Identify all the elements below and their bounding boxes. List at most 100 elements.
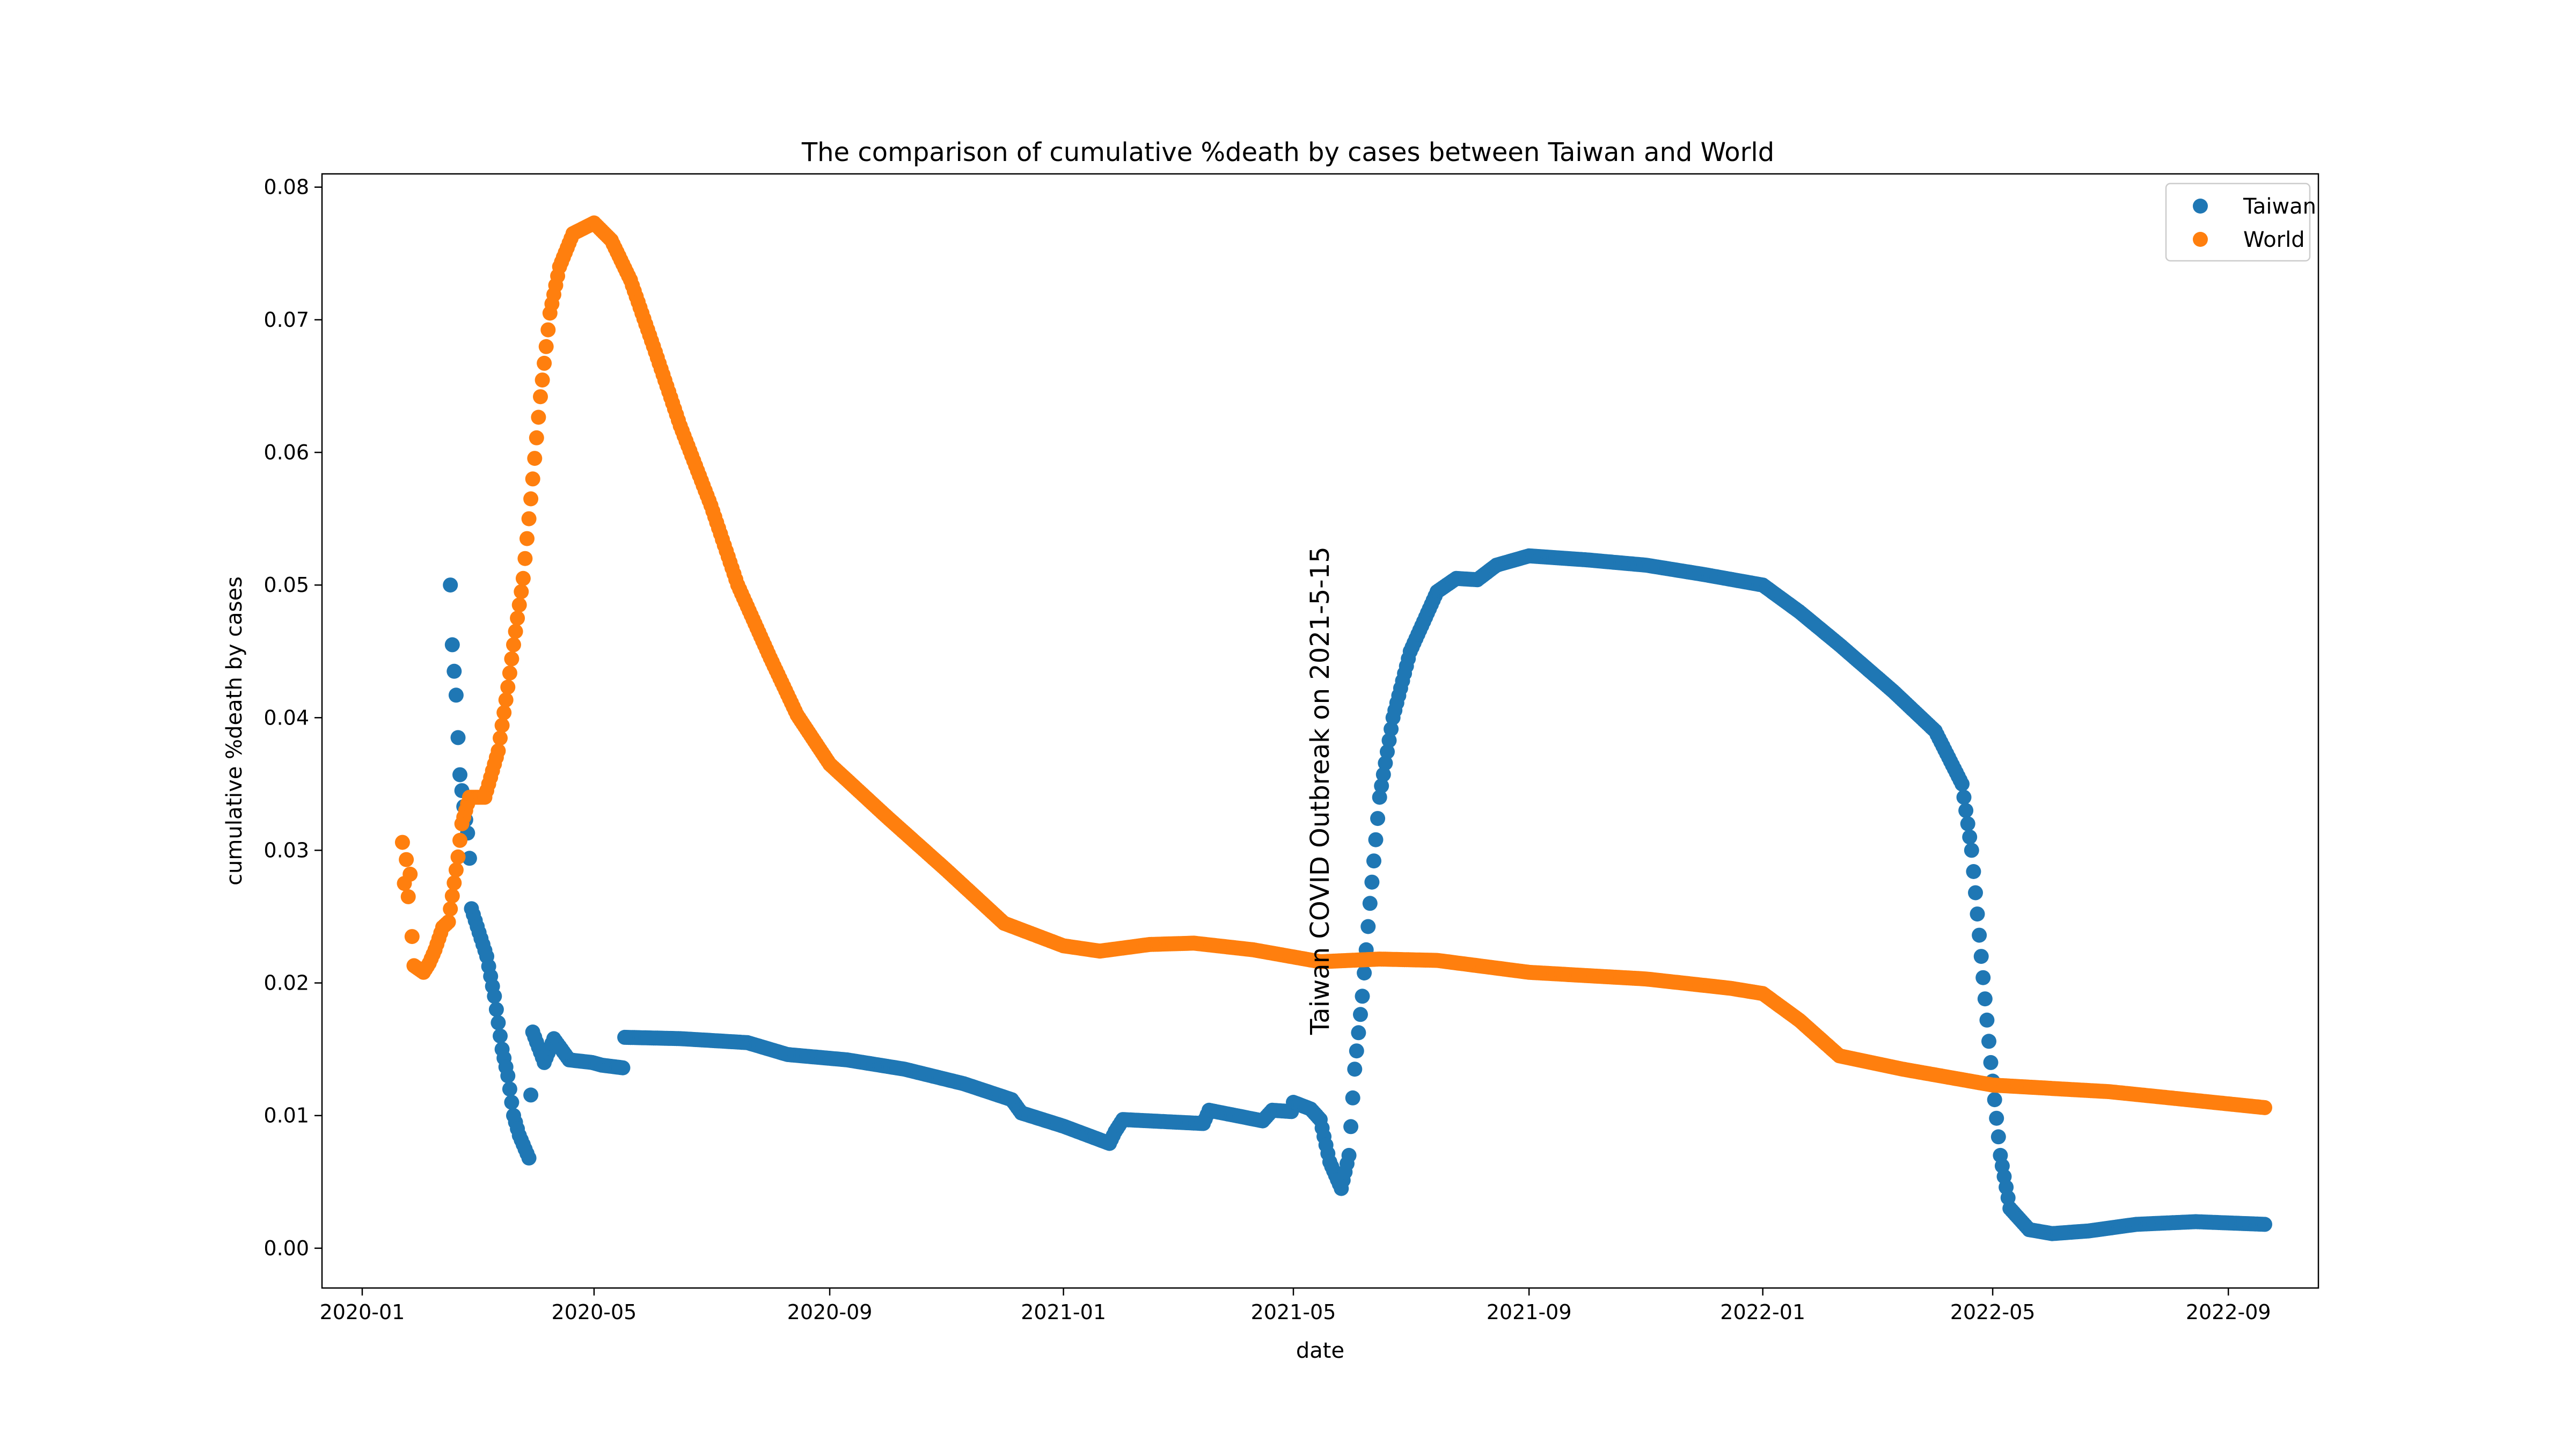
legend-label-world: World <box>2243 228 2305 252</box>
x-tick-label: 2020-01 <box>320 1300 405 1324</box>
world-point <box>2257 1100 2272 1115</box>
world-point <box>394 835 410 850</box>
world-point <box>531 409 546 425</box>
taiwan-point <box>615 1060 631 1075</box>
taiwan-point <box>1375 767 1391 782</box>
taiwan-point <box>1353 1007 1368 1022</box>
axes-frame <box>321 173 2319 1289</box>
legend-label-taiwan: Taiwan <box>2243 194 2316 219</box>
world-point <box>498 692 514 708</box>
x-tick-label: 2021-05 <box>1251 1300 1336 1324</box>
world-point <box>527 451 543 466</box>
world-point <box>537 355 552 371</box>
taiwan-point <box>448 687 464 703</box>
y-tick-label: 0.01 <box>264 1104 309 1128</box>
taiwan-point <box>1374 778 1389 794</box>
x-tick-label: 2020-05 <box>552 1300 637 1324</box>
taiwan-point <box>1966 864 1981 879</box>
world-point <box>517 551 533 566</box>
taiwan-point <box>1341 1147 1357 1163</box>
world-point <box>519 531 535 546</box>
world-point <box>500 679 516 695</box>
world-point <box>502 665 517 681</box>
world-point <box>514 584 529 599</box>
taiwan-point <box>491 1015 506 1030</box>
taiwan-point <box>1380 744 1395 759</box>
world-point <box>538 339 554 354</box>
taiwan-point <box>447 663 462 679</box>
taiwan-point <box>1366 853 1381 869</box>
taiwan-point <box>1955 776 1970 792</box>
taiwan-point <box>1979 1012 1995 1028</box>
taiwan-point <box>1381 733 1397 748</box>
legend: Taiwan World <box>2165 182 2316 262</box>
world-point <box>533 389 548 405</box>
taiwan-point <box>1990 1129 2006 1145</box>
taiwan-point <box>1960 816 1975 831</box>
world-point <box>450 849 466 865</box>
world-point <box>525 471 540 487</box>
world-point <box>491 743 506 759</box>
world-point <box>399 852 414 867</box>
taiwan-point <box>1378 756 1393 771</box>
taiwan-point <box>502 1081 517 1097</box>
world-point <box>508 624 523 639</box>
world-point <box>452 832 467 848</box>
taiwan-point <box>1360 919 1376 934</box>
taiwan-point <box>1355 989 1370 1004</box>
world-point <box>506 637 521 653</box>
y-tick-label: 0.05 <box>264 573 309 597</box>
world-point <box>540 322 556 338</box>
x-tick-label: 2022-05 <box>1950 1300 2036 1324</box>
taiwan-point <box>1370 811 1386 826</box>
taiwan-point <box>462 851 477 866</box>
world-point <box>523 491 539 507</box>
taiwan-point <box>1983 1055 1999 1070</box>
legend-marker-world <box>2193 232 2208 247</box>
taiwan-point <box>1368 832 1384 847</box>
taiwan-point <box>1372 789 1387 805</box>
taiwan-point <box>1958 803 1974 818</box>
taiwan-point <box>493 1028 508 1044</box>
taiwan-point <box>500 1068 516 1084</box>
y-tick-label: 0.03 <box>264 838 309 862</box>
taiwan-point <box>523 1087 539 1103</box>
x-axis-title: date <box>1296 1338 1344 1363</box>
taiwan-point <box>1968 885 1983 901</box>
taiwan-point <box>1975 970 1991 985</box>
legend-marker-taiwan <box>2193 199 2208 214</box>
world-point <box>515 570 531 586</box>
taiwan-point <box>521 1150 537 1166</box>
y-tick-label: 0.06 <box>264 441 309 464</box>
world-point <box>510 610 525 626</box>
world-point <box>441 914 456 930</box>
taiwan-point <box>1345 1090 1360 1106</box>
world-point <box>443 901 458 917</box>
taiwan-point <box>1351 1025 1366 1041</box>
taiwan-point <box>443 577 458 593</box>
world-point <box>494 718 510 733</box>
taiwan-point <box>1956 789 1972 805</box>
world-point <box>404 929 420 945</box>
taiwan-point <box>450 730 466 745</box>
taiwan-point <box>1343 1119 1359 1135</box>
y-tick-label: 0.02 <box>264 971 309 995</box>
taiwan-point <box>487 989 502 1004</box>
taiwan-point <box>1347 1062 1363 1077</box>
taiwan-point <box>452 767 467 782</box>
world-point <box>444 888 460 904</box>
x-tick-label: 2022-01 <box>1720 1300 1805 1324</box>
x-tick-label: 2020-09 <box>787 1300 873 1324</box>
x-tick-label: 2021-09 <box>1487 1300 1572 1324</box>
world-point <box>496 705 512 720</box>
taiwan-point <box>1357 965 1372 980</box>
world-series <box>394 215 2272 1115</box>
world-point <box>511 597 527 613</box>
chart-title: The comparison of cumulative %death by c… <box>801 137 1774 167</box>
y-tick-label: 0.00 <box>264 1236 309 1260</box>
taiwan-point <box>1987 1092 2002 1108</box>
taiwan-point <box>1977 991 1993 1007</box>
x-axis: 2020-01 2020-05 2020-09 2021-01 2021-05 2021-… <box>320 1288 2271 1324</box>
